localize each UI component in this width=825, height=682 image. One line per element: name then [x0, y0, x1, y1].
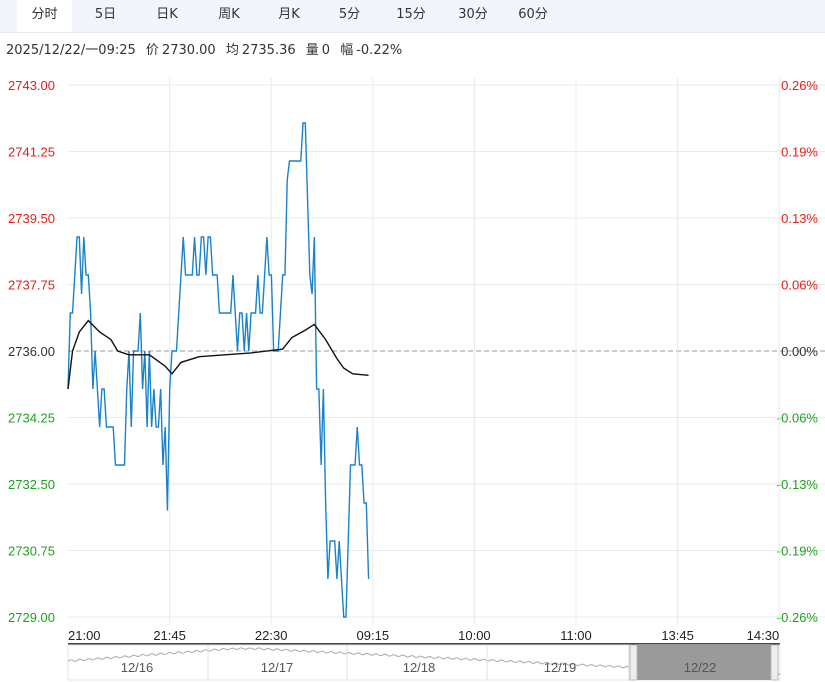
navigator-selected-range[interactable] — [637, 645, 771, 680]
tab-5[interactable]: 5分 — [338, 7, 361, 22]
tab-0[interactable]: 分时 — [17, 0, 72, 32]
pct-tick-label: 0.06% — [781, 278, 818, 293]
y-tick-label: 2741.25 — [8, 145, 55, 160]
y-tick-label: 2743.00 — [8, 78, 55, 93]
average-line — [67, 319, 369, 390]
x-tick-label: 21:00 — [68, 628, 101, 643]
y-tick-label: 2736.00 — [8, 344, 55, 359]
tab-7[interactable]: 30分 — [458, 7, 488, 22]
pct-tick-label: 0.00% — [781, 344, 818, 359]
tab-8[interactable]: 60分 — [518, 7, 548, 22]
pct-tick-label: -0.19% — [777, 544, 819, 559]
info-chg: -0.22% — [356, 43, 403, 58]
tab-6[interactable]: 15分 — [396, 7, 426, 22]
pct-tick-label: -0.26% — [777, 610, 819, 625]
y-tick-label: 2729.00 — [8, 610, 55, 625]
info-avg-label: 均 — [225, 43, 239, 58]
tab-4[interactable]: 月K — [278, 7, 300, 22]
y-tick-label: 2732.50 — [8, 477, 55, 492]
y-tick-label: 2734.25 — [8, 411, 55, 426]
info-chg-label: 幅 — [340, 43, 354, 58]
navigator-right-handle[interactable] — [770, 644, 779, 681]
pct-tick-label: -0.13% — [777, 477, 819, 492]
navigator-day-label: 12/16 — [121, 660, 154, 675]
navigator-left-handle[interactable] — [629, 644, 638, 681]
pct-tick-label: -0.06% — [777, 411, 819, 426]
x-tick-label: 22:30 — [255, 628, 288, 643]
x-tick-label: 13:45 — [661, 628, 694, 643]
navigator-day-label: 12/18 — [403, 660, 436, 675]
x-tick-label: 14:30 — [747, 628, 780, 643]
info-vol-label: 量 — [305, 43, 319, 58]
tab-3[interactable]: 周K — [218, 7, 240, 22]
pct-tick-label: 0.13% — [781, 211, 818, 226]
y-tick-label: 2730.75 — [8, 544, 55, 559]
x-tick-label: 11:00 — [560, 628, 592, 643]
pct-tick-label: 0.19% — [781, 145, 818, 160]
info-datetime: 2025/12/22/一09:25 — [6, 43, 136, 58]
y-tick-label: 2739.50 — [8, 211, 55, 226]
info-vol: 0 — [321, 43, 331, 58]
navigator-day-label: 12/17 — [261, 660, 294, 675]
price-line — [67, 122, 370, 618]
info-price: 2730.00 — [161, 43, 216, 58]
period-tabs: 分时 5日 日K 周K 月K 5分 15分 30分 60分 — [0, 0, 825, 33]
info-avg: 2735.36 — [241, 43, 296, 58]
tab-1[interactable]: 5日 — [94, 7, 117, 22]
x-tick-label: 21:45 — [153, 628, 186, 643]
x-tick-label: 09:15 — [357, 628, 390, 643]
navigator-day-label: 12/22 — [684, 660, 717, 675]
y-tick-label: 2737.75 — [8, 278, 55, 293]
x-tick-label: 10:00 — [458, 628, 491, 643]
navigator-day-label: 12/19 — [544, 660, 577, 675]
tab-2[interactable]: 日K — [156, 7, 178, 22]
pct-tick-label: 0.26% — [781, 78, 818, 93]
info-price-label: 价 — [145, 43, 159, 58]
